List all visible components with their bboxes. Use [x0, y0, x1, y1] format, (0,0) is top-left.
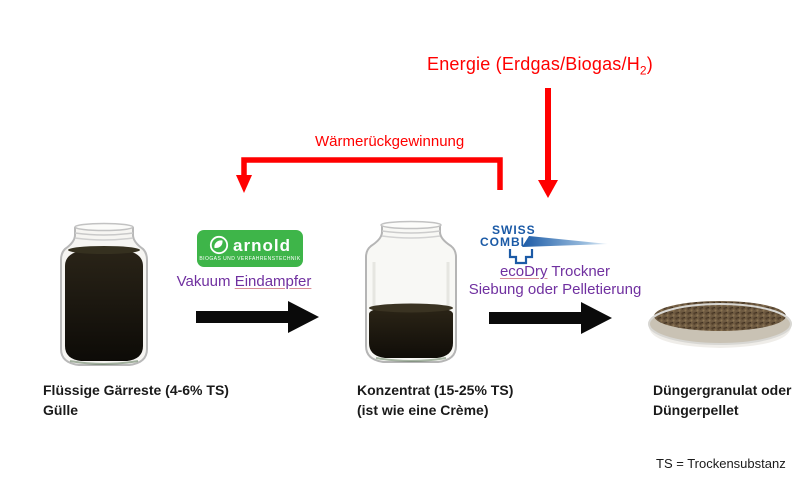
output-stage-label: Düngergranulat oder Düngerpellet [653, 380, 791, 420]
output-stage-line2: Düngerpellet [653, 402, 739, 418]
input-stage-label: Flüssige Gärreste (4-6% TS) Gülle [43, 380, 229, 420]
ecodry-link[interactable]: ecoDry [499, 263, 548, 280]
arnold-logo-tagline: BIOGAS UND VERFAHRENSTECHNIK [199, 256, 301, 262]
swiss-cross-icon [508, 249, 534, 265]
swiss-combi-swoosh [522, 236, 608, 247]
heat-recovery-label: Wärmerückgewinnung [315, 133, 465, 150]
ecodry-dryer-label: ecoDry Trockner [470, 263, 640, 280]
jar-liquid-digestate [60, 222, 148, 366]
trockner-word: Trockner [547, 263, 611, 280]
arnold-logo: arnold BIOGAS UND VERFAHRENSTECHNIK [197, 230, 303, 267]
energy-label: Energie (Erdgas/Biogas/H2) [427, 54, 653, 78]
leaf-icon [209, 235, 229, 255]
process-arrow-2-icon [489, 302, 612, 334]
energy-label-suffix: ) [646, 54, 653, 74]
arnold-logo-name: arnold [233, 235, 291, 255]
swiss-combi-line1: SWISS [492, 223, 536, 237]
heat-recovery-arrow-icon [236, 157, 503, 193]
energy-arrow-icon [538, 88, 558, 198]
energy-label-sub: 2 [639, 63, 647, 78]
eindampfer-link[interactable]: Eindampfer [234, 273, 312, 290]
energy-label-text: Energie (Erdgas/Biogas/H [427, 54, 640, 74]
vacuum-evaporator-label: Vakuum Eindampfer [164, 273, 324, 290]
concentrate-stage-label: Konzentrat (15-25% TS) (ist wie eine Crè… [357, 380, 513, 420]
vacuum-word: Vakuum [176, 273, 235, 290]
petri-dish-granulate [648, 301, 792, 348]
output-stage-line1: Düngergranulat oder [653, 382, 792, 398]
input-stage-line2: Gülle [43, 402, 79, 418]
swiss-combi-logo: SWISS COMBI [480, 223, 608, 265]
swiss-combi-line2: COMBI [480, 235, 525, 249]
input-stage-line1: Flüssige Gärreste (4-6% TS) [43, 382, 229, 398]
jar-concentrate [365, 220, 457, 363]
process-arrow-1-icon [196, 301, 319, 333]
sieving-pelletizing-label: Siebung oder Pelletierung [468, 281, 642, 298]
ts-footnote: TS = Trockensubstanz [656, 456, 786, 471]
concentrate-stage-line1: Konzentrat (15-25% TS) [357, 382, 514, 398]
concentrate-stage-line2: (ist wie eine Crème) [357, 402, 489, 418]
